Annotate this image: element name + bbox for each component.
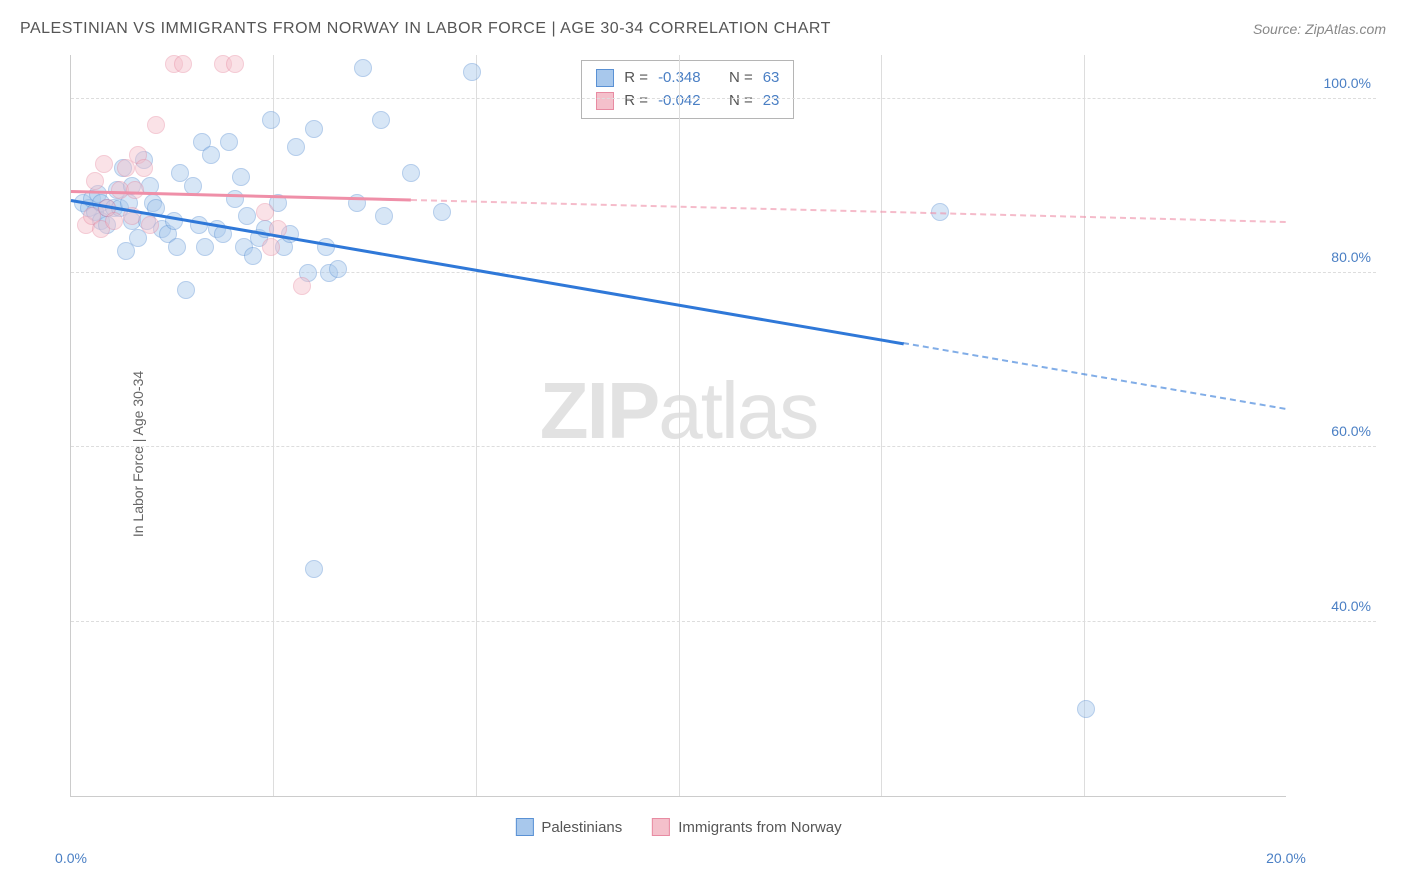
scatter-point <box>226 55 244 73</box>
scatter-point <box>105 212 123 230</box>
scatter-point <box>165 212 183 230</box>
legend: Palestinians Immigrants from Norway <box>515 818 841 836</box>
scatter-point <box>262 111 280 129</box>
scatter-point <box>168 238 186 256</box>
scatter-point <box>329 260 347 278</box>
gridline-v <box>476 55 477 796</box>
y-tick-label: 80.0% <box>1291 249 1371 265</box>
scatter-point <box>317 238 335 256</box>
x-tick-label: 20.0% <box>1266 850 1306 866</box>
scatter-point <box>177 281 195 299</box>
scatter-point <box>1077 700 1095 718</box>
y-tick-label: 40.0% <box>1291 598 1371 614</box>
scatter-point <box>293 277 311 295</box>
scatter-point <box>287 138 305 156</box>
scatter-point <box>174 55 192 73</box>
y-tick-label: 60.0% <box>1291 423 1371 439</box>
scatter-point <box>354 59 372 77</box>
scatter-point <box>433 203 451 221</box>
legend-swatch <box>652 818 670 836</box>
stats-row: R =-0.042 N =23 <box>596 90 779 113</box>
scatter-point <box>238 207 256 225</box>
gridline-v <box>881 55 882 796</box>
series-swatch <box>596 92 614 110</box>
r-label: R = <box>624 90 648 113</box>
source-attribution: Source: ZipAtlas.com <box>1253 21 1386 37</box>
n-value: 23 <box>763 90 780 113</box>
series-swatch <box>596 69 614 87</box>
scatter-point <box>256 203 274 221</box>
gridline-v <box>679 55 680 796</box>
gridline-v <box>1084 55 1085 796</box>
plot-area: ZIPatlas R =-0.348 N =63R =-0.042 N =23 … <box>70 55 1286 797</box>
scatter-point <box>141 216 159 234</box>
n-label: N = <box>729 67 753 90</box>
gridline-h <box>71 446 1376 447</box>
chart-container: In Labor Force | Age 30-34 ZIPatlas R =-… <box>50 55 1376 852</box>
scatter-point <box>226 190 244 208</box>
scatter-point <box>463 63 481 81</box>
scatter-point <box>126 181 144 199</box>
gridline-v <box>273 55 274 796</box>
scatter-point <box>402 164 420 182</box>
scatter-point <box>232 168 250 186</box>
legend-item: Palestinians <box>515 818 622 836</box>
trend-line-dashed <box>903 342 1286 410</box>
trend-line-dashed <box>411 199 1286 223</box>
gridline-h <box>71 272 1376 273</box>
legend-label: Immigrants from Norway <box>678 819 841 836</box>
chart-title: PALESTINIAN VS IMMIGRANTS FROM NORWAY IN… <box>20 20 831 38</box>
x-tick-label: 0.0% <box>55 850 87 866</box>
legend-item: Immigrants from Norway <box>652 818 841 836</box>
stats-box: R =-0.348 N =63R =-0.042 N =23 <box>581 60 794 119</box>
legend-label: Palestinians <box>541 819 622 836</box>
scatter-point <box>190 216 208 234</box>
scatter-point <box>305 560 323 578</box>
scatter-point <box>135 159 153 177</box>
scatter-point <box>86 172 104 190</box>
n-value: 63 <box>763 67 780 90</box>
scatter-point <box>372 111 390 129</box>
scatter-point <box>202 146 220 164</box>
r-label: R = <box>624 67 648 90</box>
legend-swatch <box>515 818 533 836</box>
gridline-h <box>71 98 1376 99</box>
y-tick-label: 100.0% <box>1291 75 1371 91</box>
stats-row: R =-0.348 N =63 <box>596 67 779 90</box>
scatter-point <box>375 207 393 225</box>
scatter-point <box>220 133 238 151</box>
gridline-h <box>71 621 1376 622</box>
scatter-point <box>244 247 262 265</box>
scatter-point <box>95 155 113 173</box>
scatter-point <box>196 238 214 256</box>
scatter-point <box>147 116 165 134</box>
scatter-point <box>305 120 323 138</box>
scatter-point <box>262 238 280 256</box>
n-label: N = <box>729 90 753 113</box>
